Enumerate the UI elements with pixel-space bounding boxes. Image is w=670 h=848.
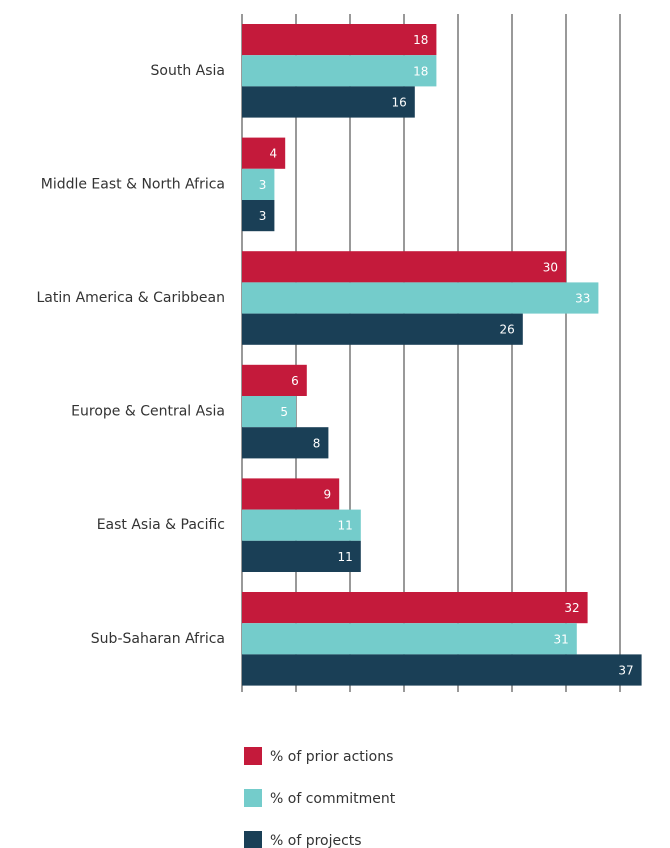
legend-swatch [244, 747, 262, 765]
value-label: 5 [280, 405, 288, 419]
bar [242, 364, 307, 396]
value-label: 3 [259, 178, 267, 192]
bar [242, 24, 437, 56]
bar [242, 540, 361, 572]
legend-swatch [244, 789, 262, 807]
bar [242, 200, 275, 232]
bar [242, 478, 340, 510]
bar [242, 55, 437, 87]
value-label: 30 [543, 260, 558, 274]
value-label: 16 [392, 96, 407, 110]
category-label: East Asia & Pacific [97, 517, 225, 533]
bar [242, 654, 642, 686]
legend-label: % of prior actions [270, 749, 393, 765]
bar [242, 509, 361, 541]
value-label: 18 [413, 33, 428, 47]
category-label: Sub-Saharan Africa [91, 631, 225, 647]
legend-label: % of commitment [270, 791, 396, 807]
legend-label: % of projects [270, 833, 362, 848]
value-label: 6 [291, 374, 299, 388]
category-label: Middle East & North Africa [41, 176, 225, 192]
value-label: 33 [575, 292, 590, 306]
bar [242, 251, 566, 283]
category-label: South Asia [151, 63, 225, 79]
value-label: 11 [338, 519, 353, 533]
bar [242, 137, 286, 169]
bar [242, 168, 275, 200]
bar [242, 86, 415, 118]
value-label: 37 [618, 664, 633, 678]
bar [242, 623, 577, 655]
value-label: 4 [270, 147, 278, 161]
value-label: 31 [554, 632, 569, 646]
legend-swatch [244, 831, 262, 848]
value-label: 11 [338, 550, 353, 564]
bar [242, 396, 296, 428]
bar [242, 282, 599, 314]
value-label: 26 [500, 323, 515, 337]
value-label: 8 [313, 436, 321, 450]
value-label: 32 [564, 601, 579, 615]
bar [242, 313, 523, 345]
value-label: 18 [413, 64, 428, 78]
bar [242, 592, 588, 624]
category-label: Latin America & Caribbean [37, 290, 226, 306]
value-label: 3 [259, 209, 267, 223]
bar [242, 427, 329, 459]
category-label: Europe & Central Asia [71, 404, 225, 420]
value-label: 9 [324, 488, 332, 502]
